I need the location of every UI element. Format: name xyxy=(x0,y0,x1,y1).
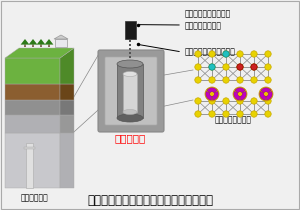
Polygon shape xyxy=(5,48,74,58)
Polygon shape xyxy=(5,58,60,84)
Circle shape xyxy=(205,87,219,101)
Text: 処分場概念図: 処分場概念図 xyxy=(21,193,48,202)
Bar xyxy=(123,74,137,112)
Polygon shape xyxy=(48,44,50,47)
Circle shape xyxy=(265,92,268,96)
Wedge shape xyxy=(266,91,272,100)
Circle shape xyxy=(265,51,271,57)
Circle shape xyxy=(251,64,257,70)
Circle shape xyxy=(209,64,215,70)
Circle shape xyxy=(237,98,243,104)
Circle shape xyxy=(251,51,257,57)
Polygon shape xyxy=(60,115,74,133)
Ellipse shape xyxy=(117,60,143,68)
Polygon shape xyxy=(45,39,53,45)
Circle shape xyxy=(209,98,215,104)
Bar xyxy=(24,147,35,149)
Circle shape xyxy=(237,111,243,117)
Circle shape xyxy=(211,92,214,96)
Bar xyxy=(129,47,131,50)
Circle shape xyxy=(237,64,243,70)
Circle shape xyxy=(223,98,229,104)
Wedge shape xyxy=(212,91,218,100)
Wedge shape xyxy=(260,91,266,100)
Wedge shape xyxy=(240,91,246,100)
Circle shape xyxy=(223,51,229,57)
Ellipse shape xyxy=(117,114,143,122)
Circle shape xyxy=(265,77,271,83)
Circle shape xyxy=(223,64,229,70)
Circle shape xyxy=(237,51,243,57)
Text: 炭素鋼製オーバーパック: 炭素鋼製オーバーパック xyxy=(185,47,236,56)
Circle shape xyxy=(265,111,271,117)
Circle shape xyxy=(223,111,229,117)
Polygon shape xyxy=(37,39,45,45)
Wedge shape xyxy=(207,88,217,93)
Polygon shape xyxy=(5,100,60,115)
Polygon shape xyxy=(5,84,60,100)
Bar xyxy=(129,51,131,54)
Circle shape xyxy=(209,51,215,57)
Wedge shape xyxy=(234,91,240,100)
Circle shape xyxy=(195,77,201,83)
Bar xyxy=(129,39,131,42)
Polygon shape xyxy=(28,39,38,45)
Circle shape xyxy=(209,111,215,117)
Circle shape xyxy=(259,87,273,101)
Circle shape xyxy=(265,98,271,104)
Polygon shape xyxy=(60,100,74,115)
Bar xyxy=(124,21,136,39)
Circle shape xyxy=(209,64,215,70)
Bar xyxy=(129,55,131,58)
Polygon shape xyxy=(24,44,26,47)
Polygon shape xyxy=(5,133,60,188)
Circle shape xyxy=(265,64,271,70)
Wedge shape xyxy=(261,88,271,93)
Text: 高レベル放射性廃棄物
（ガラス固化体）: 高レベル放射性廃棄物 （ガラス固化体） xyxy=(185,10,231,30)
Circle shape xyxy=(251,64,257,70)
Text: 粘土緩衝材: 粘土緩衝材 xyxy=(114,133,146,143)
Circle shape xyxy=(237,77,243,83)
FancyBboxPatch shape xyxy=(98,50,164,132)
Polygon shape xyxy=(54,35,68,39)
Circle shape xyxy=(238,92,242,96)
Circle shape xyxy=(195,98,201,104)
Ellipse shape xyxy=(123,71,137,76)
Ellipse shape xyxy=(123,109,137,114)
Polygon shape xyxy=(32,44,34,47)
Bar xyxy=(55,39,67,47)
Circle shape xyxy=(195,111,201,117)
Circle shape xyxy=(251,98,257,104)
Polygon shape xyxy=(21,39,29,45)
Bar xyxy=(26,143,33,188)
Wedge shape xyxy=(206,91,212,100)
Polygon shape xyxy=(60,133,74,188)
Bar xyxy=(117,64,143,118)
Text: 放射性物質を収着: 放射性物質を収着 xyxy=(214,116,251,125)
Text: 高レベル放射性廃棄物の地層処分概念図: 高レベル放射性廃棄物の地層処分概念図 xyxy=(87,193,213,206)
Circle shape xyxy=(237,64,243,70)
Circle shape xyxy=(251,111,257,117)
Polygon shape xyxy=(40,44,42,47)
Bar xyxy=(129,43,131,46)
Circle shape xyxy=(195,51,201,57)
Polygon shape xyxy=(60,84,74,100)
Circle shape xyxy=(233,87,247,101)
Circle shape xyxy=(251,77,257,83)
Circle shape xyxy=(223,77,229,83)
Circle shape xyxy=(209,77,215,83)
Polygon shape xyxy=(5,115,60,133)
Wedge shape xyxy=(235,88,245,93)
FancyBboxPatch shape xyxy=(105,57,157,125)
Polygon shape xyxy=(60,48,74,84)
Circle shape xyxy=(223,51,229,57)
Circle shape xyxy=(195,64,201,70)
